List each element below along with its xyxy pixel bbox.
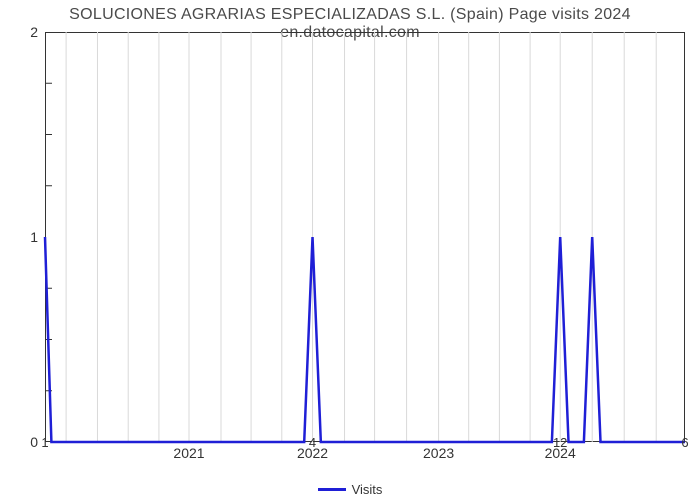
y-tick-label: 0 (30, 434, 38, 450)
y-tick-label: 2 (30, 24, 38, 40)
legend-swatch (318, 488, 346, 491)
legend-label: Visits (352, 482, 383, 497)
bottom-number-label: 1 (41, 435, 48, 450)
x-tick-label: 2023 (423, 445, 454, 461)
bottom-number-label: 4 (309, 435, 316, 450)
bottom-number-label: 6 (681, 435, 688, 450)
x-tick-label: 2021 (173, 445, 204, 461)
bottom-number-label: 12 (553, 435, 567, 450)
y-tick-label: 1 (30, 229, 38, 245)
legend: Visits (0, 478, 700, 497)
visits-line (45, 237, 685, 442)
chart-container: { "chart": { "type": "line", "title": "S… (0, 0, 700, 500)
chart-svg (45, 32, 685, 442)
